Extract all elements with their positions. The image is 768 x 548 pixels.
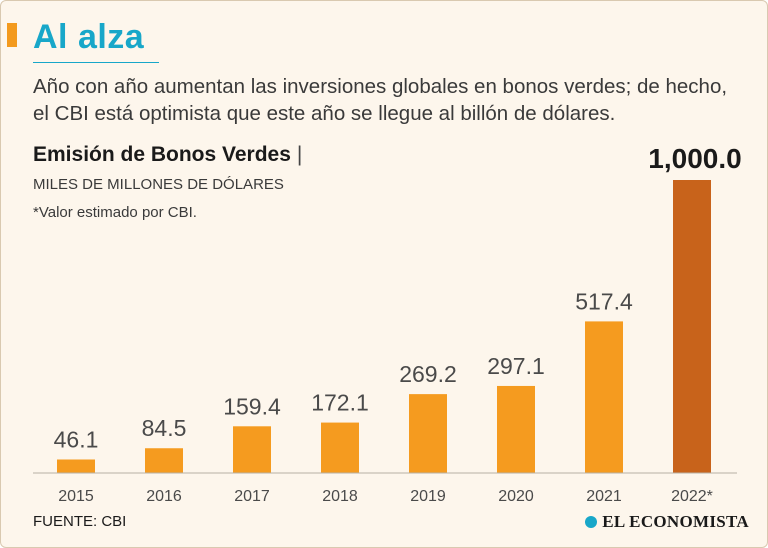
bar-2022 xyxy=(673,180,711,473)
bar-2020 xyxy=(497,385,535,473)
value-label: 159.4 xyxy=(223,393,281,419)
bar-2021 xyxy=(585,321,623,473)
value-label: 269.2 xyxy=(399,361,457,387)
x-tick-label: 2017 xyxy=(234,488,270,505)
brand-globe-icon xyxy=(585,516,598,528)
bar-2017 xyxy=(233,426,271,473)
bar-2015 xyxy=(57,459,95,473)
brand-name: EL ECONOMISTA xyxy=(602,512,749,531)
chart-title-text: Emisión de Bonos Verdes xyxy=(33,143,291,166)
value-label: 46.1 xyxy=(54,426,99,452)
value-label: 84.5 xyxy=(142,415,187,441)
chart-title-separator: | xyxy=(296,143,303,166)
brand-logo: EL ECONOMISTA xyxy=(585,512,749,532)
bar-2019 xyxy=(409,394,447,473)
value-label: 297.1 xyxy=(487,353,545,379)
x-tick-label: 2016 xyxy=(146,488,182,505)
bar-2018 xyxy=(321,422,359,473)
value-label: 172.1 xyxy=(311,390,369,416)
x-tick-label: 2015 xyxy=(58,488,94,505)
subtitle: Año con año aumentan las inversiones glo… xyxy=(33,75,728,125)
source-label: FUENTE: CBI xyxy=(33,513,127,530)
bar-2016 xyxy=(145,448,183,473)
unit-label: MILES DE MILLONES DE DÓLARES xyxy=(33,176,284,193)
value-label: 1,000.0 xyxy=(648,143,741,174)
headline-underline xyxy=(33,62,159,63)
x-tick-label: 2022* xyxy=(671,488,713,505)
headline: Al alza xyxy=(33,18,145,56)
value-label: 517.4 xyxy=(575,288,633,314)
x-tick-label: 2020 xyxy=(498,488,534,505)
headline-accent-bar xyxy=(7,23,17,47)
estimate-note: *Valor estimado por CBI. xyxy=(33,204,197,221)
chart-title: Emisión de Bonos Verdes | xyxy=(33,143,302,167)
x-tick-label: 2018 xyxy=(322,488,358,505)
x-tick-label: 2019 xyxy=(410,488,446,505)
x-tick-label: 2021 xyxy=(586,488,622,505)
